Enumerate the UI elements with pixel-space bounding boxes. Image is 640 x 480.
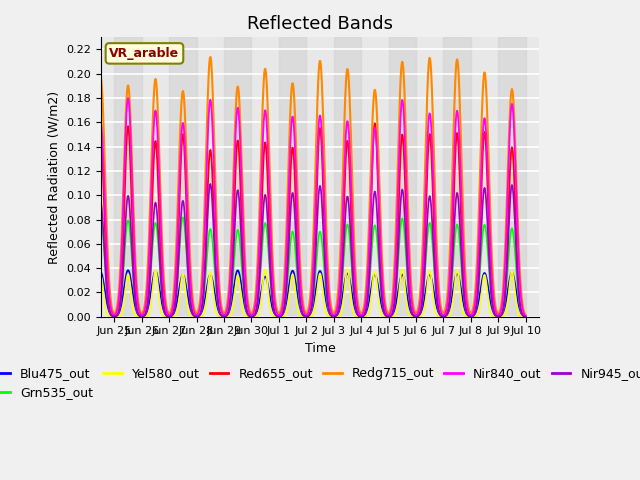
Red655_out: [134, 311, 142, 317]
Nir945_out: [237, 239, 245, 244]
Nir840_out: [216, 297, 223, 303]
Red655_out: [522, 314, 529, 320]
Bar: [169, 37, 196, 317]
Redg715_out: [134, 300, 142, 305]
Bar: [224, 37, 252, 317]
Red655_out: [351, 291, 358, 297]
Yel580_out: [522, 314, 529, 320]
Nir945_out: [522, 314, 529, 320]
Yel580_out: [253, 313, 261, 319]
Text: VR_arable: VR_arable: [109, 47, 180, 60]
Grn535_out: [97, 215, 104, 220]
Yel580_out: [83, 314, 91, 320]
Redg715_out: [522, 312, 529, 318]
Yel580_out: [215, 313, 223, 319]
Line: Red655_out: Red655_out: [87, 123, 525, 317]
Nir945_out: [134, 312, 142, 318]
Redg715_out: [207, 54, 214, 60]
Blu475_out: [83, 314, 91, 320]
Red655_out: [215, 306, 223, 312]
Line: Nir945_out: Nir945_out: [87, 184, 525, 317]
Red655_out: [376, 240, 383, 246]
Blu475_out: [376, 293, 383, 299]
Nir840_out: [351, 281, 359, 287]
Line: Blu475_out: Blu475_out: [87, 270, 525, 317]
Redg715_out: [83, 312, 91, 318]
Yel580_out: [343, 266, 351, 272]
Grn535_out: [135, 312, 143, 318]
Bar: [388, 37, 416, 317]
Grn535_out: [216, 309, 223, 315]
Bar: [333, 37, 361, 317]
Blu475_out: [522, 314, 529, 320]
Nir945_out: [207, 181, 214, 187]
Blu475_out: [254, 305, 262, 311]
Nir840_out: [254, 269, 262, 275]
Nir945_out: [216, 310, 223, 315]
Yel580_out: [376, 305, 383, 311]
Nir840_out: [124, 95, 132, 101]
Red655_out: [371, 120, 378, 126]
Bar: [444, 37, 471, 317]
Blu475_out: [124, 267, 132, 273]
Blu475_out: [135, 312, 143, 318]
Grn535_out: [522, 314, 529, 320]
Yel580_out: [237, 292, 244, 298]
Nir840_out: [135, 307, 143, 313]
Redg715_out: [237, 150, 245, 156]
Redg715_out: [351, 262, 359, 268]
Nir840_out: [522, 313, 529, 319]
Redg715_out: [254, 250, 262, 255]
Nir840_out: [376, 222, 383, 228]
Blu475_out: [237, 282, 245, 288]
Yel580_out: [134, 314, 142, 320]
Line: Grn535_out: Grn535_out: [87, 217, 525, 317]
X-axis label: Time: Time: [305, 342, 335, 355]
Grn535_out: [83, 314, 91, 320]
Y-axis label: Reflected Radiation (W/m2): Reflected Radiation (W/m2): [47, 91, 60, 264]
Bar: [279, 37, 307, 317]
Blu475_out: [351, 307, 359, 312]
Yel580_out: [351, 313, 359, 319]
Nir945_out: [254, 298, 262, 304]
Nir840_out: [83, 313, 91, 319]
Nir840_out: [237, 172, 245, 178]
Line: Redg715_out: Redg715_out: [87, 57, 525, 315]
Blu475_out: [216, 311, 223, 316]
Nir945_out: [83, 314, 91, 320]
Line: Nir840_out: Nir840_out: [87, 98, 525, 316]
Redg715_out: [216, 287, 223, 292]
Grn535_out: [237, 258, 245, 264]
Nir945_out: [351, 303, 359, 309]
Bar: [115, 37, 141, 317]
Red655_out: [237, 192, 244, 197]
Nir945_out: [376, 266, 383, 272]
Grn535_out: [351, 302, 359, 308]
Bar: [499, 37, 525, 317]
Legend: Blu475_out, Grn535_out, Yel580_out, Red655_out, Redg715_out, Nir840_out, Nir945_: Blu475_out, Grn535_out, Yel580_out, Red6…: [0, 362, 640, 404]
Grn535_out: [376, 274, 383, 280]
Redg715_out: [376, 194, 383, 200]
Line: Yel580_out: Yel580_out: [87, 269, 525, 317]
Grn535_out: [254, 298, 262, 303]
Red655_out: [253, 298, 261, 303]
Title: Reflected Bands: Reflected Bands: [247, 15, 393, 33]
Red655_out: [83, 314, 91, 320]
